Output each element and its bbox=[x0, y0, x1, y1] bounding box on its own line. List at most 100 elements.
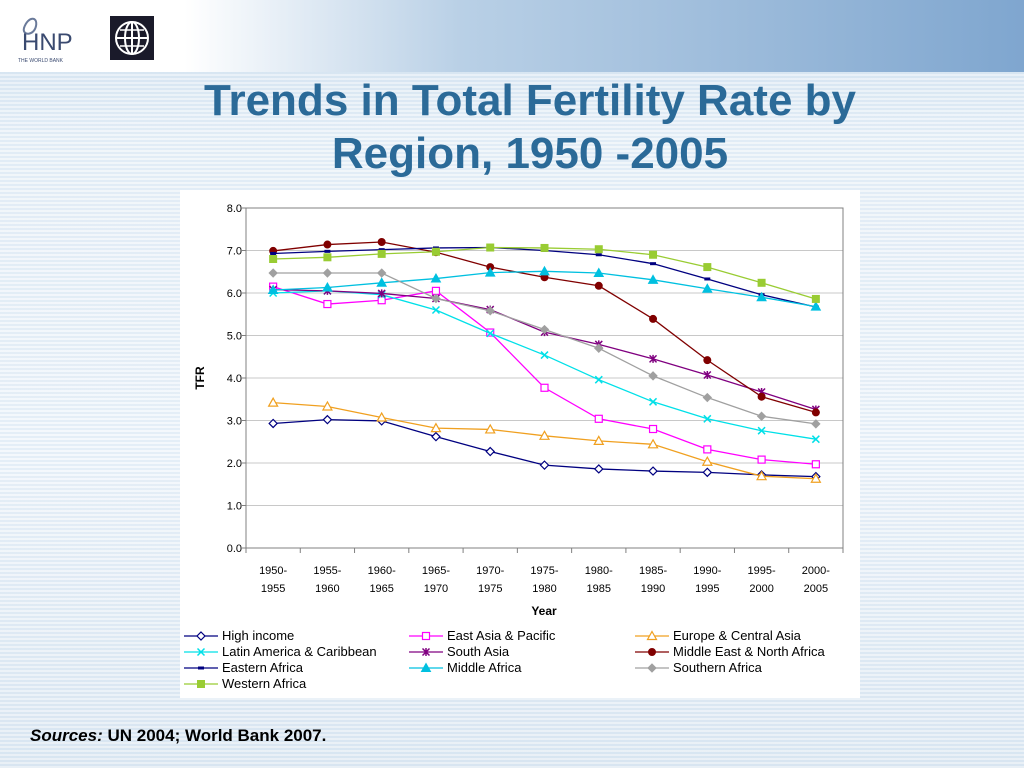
legend-item: Europe & Central Asia bbox=[635, 628, 802, 643]
legend-label: East Asia & Pacific bbox=[447, 628, 556, 643]
legend-marker bbox=[421, 631, 431, 641]
x-tick-label: 2000 bbox=[749, 583, 773, 595]
y-tick-label: 4.0 bbox=[227, 373, 242, 385]
x-tick-label: 1960- bbox=[368, 565, 396, 577]
world-bank-globe-icon bbox=[110, 16, 154, 60]
x-tick-label: 1965 bbox=[369, 583, 393, 595]
data-point bbox=[810, 473, 822, 483]
data-point bbox=[703, 370, 712, 380]
header-band bbox=[0, 0, 1024, 72]
data-point bbox=[757, 392, 766, 401]
legend-label: South Asia bbox=[447, 644, 510, 659]
legend-item: Latin America & Caribbean bbox=[184, 644, 377, 659]
data-point bbox=[648, 466, 658, 476]
data-point bbox=[756, 411, 767, 421]
data-point bbox=[756, 291, 767, 302]
x-tick-label: 1985- bbox=[639, 565, 667, 577]
sources-note: Sources: UN 2004; World Bank 2007. bbox=[30, 726, 326, 746]
y-tick-label: 6.0 bbox=[227, 288, 242, 300]
y-tick-label: 8.0 bbox=[227, 203, 242, 215]
data-point bbox=[322, 414, 333, 425]
logo-swirl-icon bbox=[22, 17, 38, 35]
data-point bbox=[268, 268, 278, 278]
legend-label: Europe & Central Asia bbox=[673, 628, 802, 643]
data-point bbox=[757, 278, 766, 287]
data-series bbox=[267, 238, 822, 483]
data-point bbox=[376, 277, 388, 287]
logo-text: HNP bbox=[22, 29, 73, 56]
data-point bbox=[811, 419, 821, 429]
x-tick-label: 1975 bbox=[478, 583, 502, 595]
x-tick-label: 2005 bbox=[804, 583, 828, 595]
y-tick-label: 5.0 bbox=[227, 331, 242, 343]
legend-label: Middle East & North Africa bbox=[673, 644, 825, 659]
x-tick-label: 1995- bbox=[748, 565, 776, 577]
data-point bbox=[702, 467, 713, 478]
data-point bbox=[648, 424, 658, 434]
data-point bbox=[430, 273, 442, 283]
data-point bbox=[486, 243, 495, 252]
data-point bbox=[539, 265, 550, 276]
data-point bbox=[811, 460, 820, 469]
data-point bbox=[484, 267, 496, 277]
legend-marker bbox=[196, 647, 206, 657]
y-tick-label: 7.0 bbox=[227, 246, 242, 258]
data-point bbox=[649, 314, 658, 323]
legend-item: South Asia bbox=[409, 644, 510, 659]
legend-label: Southern Africa bbox=[673, 660, 763, 675]
legend-label: Latin America & Caribbean bbox=[222, 644, 377, 659]
title-line-2: Region, 1950 -2005 bbox=[331, 129, 729, 178]
data-point bbox=[649, 250, 658, 259]
legend-marker bbox=[196, 631, 206, 641]
series-line bbox=[273, 290, 816, 440]
data-point bbox=[485, 306, 495, 316]
data-point bbox=[269, 255, 278, 263]
x-tick-label: 1970 bbox=[424, 583, 448, 595]
series-8 bbox=[268, 268, 821, 429]
data-point bbox=[267, 284, 279, 295]
data-point bbox=[322, 268, 333, 278]
x-tick-label: 1970- bbox=[476, 565, 504, 577]
x-tick-label: 1950- bbox=[259, 565, 287, 577]
data-point bbox=[648, 371, 658, 381]
data-point bbox=[431, 293, 441, 304]
x-tick-label: 1990- bbox=[693, 565, 721, 577]
axes bbox=[242, 207, 844, 553]
data-point bbox=[595, 253, 602, 257]
x-tick-label: 1985 bbox=[587, 583, 611, 595]
data-point bbox=[594, 414, 603, 423]
legend-item: Western Africa bbox=[184, 676, 307, 691]
chart-panel: 0.0 1.0 2.0 3.0 4.0 5.0 6.0 7.0 8.0 1950- 1955 195… bbox=[180, 190, 860, 698]
data-point bbox=[647, 438, 659, 449]
legend-label: Western Africa bbox=[222, 676, 307, 691]
data-point bbox=[430, 422, 442, 433]
data-point bbox=[594, 343, 604, 353]
data-point bbox=[649, 397, 658, 406]
data-point bbox=[594, 281, 603, 290]
data-point bbox=[324, 249, 331, 253]
data-point bbox=[431, 286, 441, 295]
x-tick-label: 1955- bbox=[313, 565, 341, 577]
data-point bbox=[703, 356, 712, 365]
x-tick-label: 1960 bbox=[315, 583, 339, 595]
legend-marker bbox=[646, 630, 658, 641]
data-point bbox=[431, 247, 440, 256]
data-point bbox=[756, 470, 768, 481]
sources-text: UN 2004; World Bank 2007. bbox=[102, 726, 327, 745]
data-point bbox=[650, 262, 657, 266]
y-tick-label: 0.0 bbox=[227, 543, 242, 555]
x-tick-label: 1995 bbox=[695, 583, 719, 595]
data-point bbox=[539, 324, 550, 335]
y-axis-label: TFR bbox=[193, 366, 207, 390]
y-tick-label: 2.0 bbox=[227, 458, 242, 470]
logo-subtext: THE WORLD BANK bbox=[18, 58, 64, 64]
legend-marker bbox=[198, 666, 204, 670]
legend-item: High income bbox=[184, 628, 294, 643]
legend-item: Middle Africa bbox=[409, 660, 522, 675]
data-point bbox=[377, 238, 386, 246]
plot-area-border bbox=[245, 207, 844, 549]
data-point bbox=[757, 426, 766, 435]
data-point bbox=[268, 418, 278, 429]
sources-label: Sources: bbox=[30, 726, 103, 745]
data-point bbox=[649, 354, 658, 363]
